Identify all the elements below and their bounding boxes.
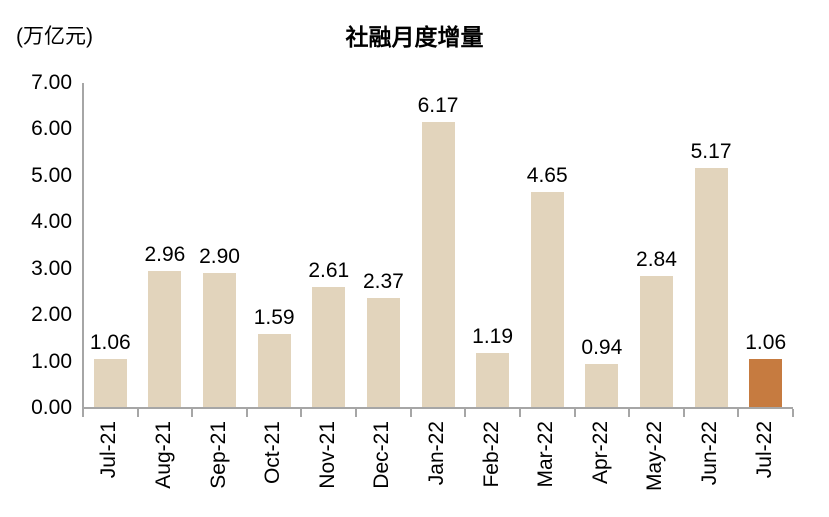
chart-bar (93, 358, 127, 408)
chart-bar (694, 167, 728, 408)
chart-bar (366, 297, 400, 408)
x-tick-label: Nov-21 (315, 421, 339, 489)
x-axis-tick (409, 409, 412, 417)
x-tick-label: Dec-21 (370, 421, 394, 489)
x-axis-tick (136, 409, 139, 417)
bar-value-label: 1.06 (745, 330, 787, 354)
y-tick-label: 5.00 (31, 163, 72, 187)
bar-value-label: 2.84 (636, 248, 677, 272)
chart-bar (257, 334, 291, 408)
x-tick-label: Jun-22 (698, 421, 722, 486)
x-axis-tick (355, 409, 358, 417)
y-axis-unit-label: (万亿元) (16, 25, 93, 48)
bar-value-label: 6.17 (417, 93, 459, 117)
bar-value-label: 5.17 (690, 139, 732, 163)
y-tick-label: 0.00 (31, 396, 72, 419)
chart-bar (421, 121, 455, 408)
x-tick-label: Jul-21 (97, 421, 121, 479)
chart-bar (639, 276, 673, 408)
y-tick-label: 6.00 (31, 117, 72, 141)
x-tick-label: Jan-22 (425, 421, 448, 486)
x-axis-tick (792, 409, 794, 417)
bar-value-label: 1.59 (253, 306, 295, 330)
x-axis-tick (682, 409, 685, 417)
bar-value-label: 2.37 (362, 269, 404, 293)
y-tick-label: 1.00 (31, 349, 72, 373)
bar-value-label: 0.94 (581, 336, 623, 360)
x-tick-label: Jul-22 (752, 421, 776, 479)
chart-bar (312, 286, 346, 408)
y-tick-label: 4.00 (31, 210, 72, 234)
chart-bar (148, 270, 182, 408)
x-axis-tick (573, 409, 576, 417)
bar-value-label: 1.19 (472, 324, 514, 348)
chart-bar (203, 273, 237, 408)
x-axis-line (83, 407, 793, 409)
chart-title: 社融月度增量 (345, 24, 484, 50)
x-tick-label: Oct-21 (261, 421, 285, 485)
chart-bar-highlighted (749, 358, 783, 408)
x-axis-tick (300, 409, 303, 417)
y-tick-label: 3.00 (31, 256, 72, 280)
x-axis-tick (464, 409, 467, 417)
y-tick-label: 7.00 (31, 71, 72, 94)
bar-value-label: 4.65 (526, 164, 568, 188)
x-tick-label: May-22 (643, 421, 667, 492)
x-tick-label: Mar-22 (534, 421, 558, 488)
chart-bar (476, 352, 510, 408)
x-axis-tick (628, 409, 631, 417)
chart-bar (585, 364, 619, 408)
x-tick-label: Feb-22 (479, 421, 503, 488)
bar-value-label: 2.90 (199, 245, 240, 269)
bar-value-label: 2.61 (308, 258, 350, 282)
x-axis-tick (737, 409, 740, 417)
y-tick-label: 2.00 (31, 303, 72, 327)
x-tick-label: Sep-21 (206, 421, 230, 489)
bar-value-label: 2.96 (144, 242, 186, 266)
chart-bar (530, 192, 564, 408)
bar-value-label: 1.06 (89, 330, 131, 354)
y-axis-line (82, 83, 84, 417)
x-axis-tick (518, 409, 521, 417)
x-axis-tick (191, 409, 194, 417)
x-axis-tick (245, 409, 248, 417)
x-tick-label: Apr-22 (588, 421, 612, 485)
x-tick-label: Aug-21 (151, 421, 175, 489)
